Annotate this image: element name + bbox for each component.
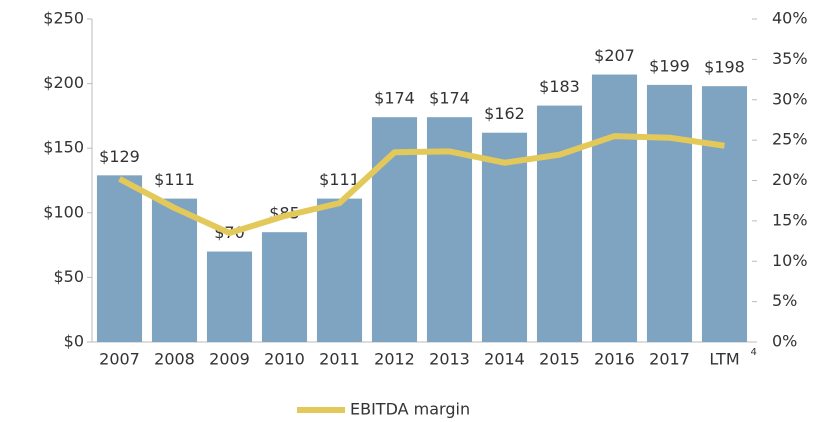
bar	[701, 86, 748, 343]
x-tick-label: 2008	[154, 350, 195, 369]
bar	[151, 198, 198, 342]
x-tick-label: 2012	[374, 350, 415, 369]
data-label: $198	[704, 58, 745, 77]
bar	[646, 84, 693, 342]
x-tick-label: 2013	[429, 350, 470, 369]
y2-tick-label: 10%	[772, 251, 808, 270]
data-label: $162	[484, 104, 525, 123]
x-tick-label: 2010	[264, 350, 305, 369]
y-tick-label: $200	[43, 73, 84, 92]
y2-tick-label: 25%	[772, 130, 808, 149]
bar	[261, 232, 308, 342]
data-label: $207	[594, 46, 635, 65]
x-tick-label: LTM	[709, 350, 739, 369]
legend-label: EBITDA margin	[350, 400, 470, 419]
x-tick-label: 2014	[484, 350, 525, 369]
bar	[206, 251, 253, 342]
x-tick-label: 2015	[539, 350, 580, 369]
y2-tick-label: 30%	[772, 89, 808, 108]
y2-tick-label: 35%	[772, 49, 808, 68]
y-tick-label: $250	[43, 9, 84, 28]
data-label: $183	[539, 77, 580, 96]
data-label: $129	[99, 147, 140, 166]
y2-tick-label: 40%	[772, 9, 808, 28]
bar	[316, 198, 363, 342]
y-tick-label: $50	[53, 267, 84, 286]
y2-tick-label: 0%	[772, 332, 797, 351]
y-tick-label: $100	[43, 202, 84, 221]
data-label: $111	[319, 170, 360, 189]
x-tick-label: 2011	[319, 350, 360, 369]
y2-tick-label: 15%	[772, 210, 808, 229]
bar	[591, 74, 638, 342]
x-tick-label: 2017	[649, 350, 690, 369]
footnote-marker: 4	[751, 347, 757, 358]
y2-tick-label: 20%	[772, 170, 808, 189]
x-tick-label: 2007	[99, 350, 140, 369]
bar	[536, 105, 583, 343]
data-label: $111	[154, 170, 195, 189]
x-tick-label: 2016	[594, 350, 635, 369]
data-label: $174	[374, 89, 415, 108]
x-tick-label: 2009	[209, 350, 250, 369]
y-tick-label: $0	[64, 332, 84, 351]
y-tick-label: $150	[43, 138, 84, 157]
bar	[481, 132, 528, 342]
bar	[96, 175, 143, 342]
y2-tick-label: 5%	[772, 291, 797, 310]
line-series	[118, 133, 725, 236]
data-label: $174	[429, 89, 470, 108]
data-label: $199	[649, 56, 690, 75]
